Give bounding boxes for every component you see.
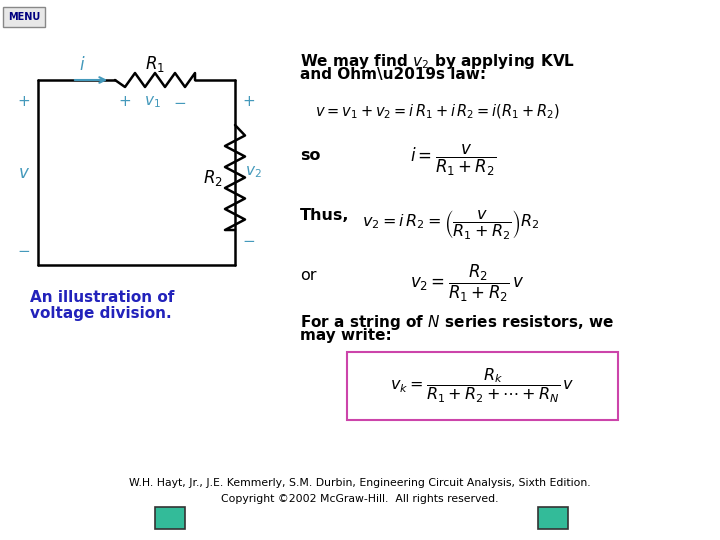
Text: $v_1$: $v_1$ — [143, 94, 161, 110]
Text: An illustration of: An illustration of — [30, 290, 174, 305]
Text: and Ohm\u2019s law:: and Ohm\u2019s law: — [300, 67, 486, 82]
Text: W.H. Hayt, Jr., J.E. Kemmerly, S.M. Durbin, Engineering Circuit Analysis, Sixth : W.H. Hayt, Jr., J.E. Kemmerly, S.M. Durb… — [129, 478, 591, 488]
Text: $R_1$: $R_1$ — [145, 54, 165, 74]
FancyBboxPatch shape — [538, 507, 568, 529]
Text: $i = \dfrac{v}{R_1 + R_2}$: $i = \dfrac{v}{R_1 + R_2}$ — [410, 143, 496, 178]
Text: $v_2$: $v_2$ — [245, 165, 261, 180]
Text: may write:: may write: — [300, 328, 392, 343]
Text: $R_2$: $R_2$ — [203, 167, 223, 187]
Text: We may find $v_2$ by applying KVL: We may find $v_2$ by applying KVL — [300, 52, 575, 71]
Text: so: so — [300, 148, 320, 163]
Text: $v$: $v$ — [18, 164, 30, 181]
Text: $+$: $+$ — [243, 94, 256, 110]
Text: $v = v_1 + v_2 = i\,R_1 + i\,R_2 = i(R_1 + R_2)$: $v = v_1 + v_2 = i\,R_1 + i\,R_2 = i(R_1… — [315, 103, 560, 122]
Text: $v_2 = i\,R_2 = \left(\dfrac{v}{R_1 + R_2}\right)R_2$: $v_2 = i\,R_2 = \left(\dfrac{v}{R_1 + R_… — [362, 208, 540, 241]
FancyBboxPatch shape — [347, 352, 618, 420]
Text: $-$: $-$ — [243, 233, 256, 247]
Text: $v_k = \dfrac{R_k}{R_1 + R_2 + \cdots + R_N}\,v$: $v_k = \dfrac{R_k}{R_1 + R_2 + \cdots + … — [390, 367, 575, 405]
Text: For a string of $N$ series resistors, we: For a string of $N$ series resistors, we — [300, 313, 614, 332]
Text: Copyright ©2002 McGraw-Hill.  All rights reserved.: Copyright ©2002 McGraw-Hill. All rights … — [221, 494, 499, 504]
Text: Thus,: Thus, — [300, 208, 349, 223]
Text: MENU: MENU — [8, 12, 40, 22]
FancyBboxPatch shape — [155, 507, 185, 529]
FancyBboxPatch shape — [3, 7, 45, 27]
Text: $-$: $-$ — [17, 242, 30, 258]
Text: $+$: $+$ — [17, 94, 30, 110]
Text: $-$: $-$ — [174, 94, 186, 110]
Text: $v_2 = \dfrac{R_2}{R_1 + R_2}\,v$: $v_2 = \dfrac{R_2}{R_1 + R_2}\,v$ — [410, 263, 524, 304]
Text: or: or — [300, 268, 317, 283]
Text: voltage division.: voltage division. — [30, 306, 171, 321]
Text: $i$: $i$ — [78, 56, 85, 74]
Text: $+$: $+$ — [118, 94, 132, 110]
